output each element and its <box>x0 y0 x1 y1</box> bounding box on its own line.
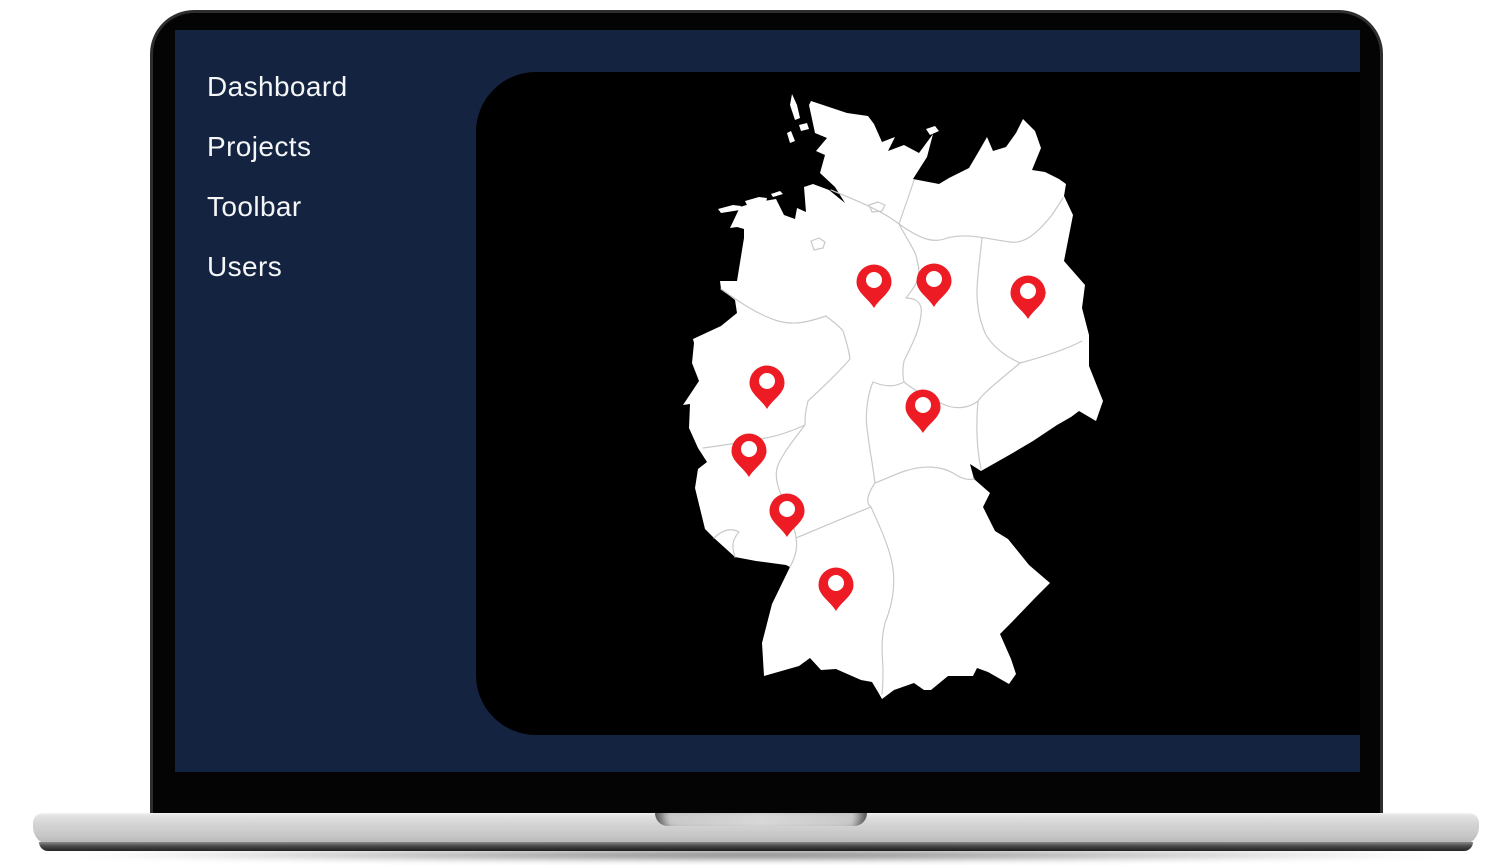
location-pin-icon[interactable] <box>1010 275 1046 320</box>
location-pin-icon[interactable] <box>916 263 952 308</box>
island-fehmarn <box>926 126 939 135</box>
location-pin-icon[interactable] <box>856 264 892 309</box>
sidebar-item-users[interactable]: Users <box>207 251 283 282</box>
app-display: Dashboard Projects Toolbar Users <box>175 30 1360 772</box>
island-amrum <box>787 131 795 143</box>
location-pin-icon[interactable] <box>905 389 941 434</box>
laptop-base-lip <box>39 842 1473 851</box>
laptop-base-body <box>33 813 1479 845</box>
lid-notch <box>655 813 867 826</box>
island-norderney <box>745 197 767 205</box>
island-sylt <box>790 94 800 120</box>
location-pin-icon[interactable] <box>731 433 767 478</box>
sidebar-item-dashboard[interactable]: Dashboard <box>207 71 348 102</box>
state-borders <box>702 179 1083 695</box>
island-borkum <box>718 205 741 213</box>
laptop-base <box>33 813 1479 862</box>
island-foehr <box>799 123 809 131</box>
sidebar-nav: Dashboard Projects Toolbar Users <box>175 30 476 772</box>
location-pin-icon[interactable] <box>769 493 805 538</box>
germany-landmass <box>683 101 1103 699</box>
germany-map <box>683 94 1103 699</box>
location-pin-icon[interactable] <box>749 365 785 410</box>
laptop-shadow <box>78 848 1434 862</box>
sidebar-item-toolbar[interactable]: Toolbar <box>207 191 302 222</box>
content-panel <box>476 72 1360 735</box>
location-pin-icon[interactable] <box>818 567 854 612</box>
island-wangerooge <box>771 191 783 197</box>
sidebar-item-projects[interactable]: Projects <box>207 131 312 162</box>
map-pins-layer <box>731 263 1046 612</box>
